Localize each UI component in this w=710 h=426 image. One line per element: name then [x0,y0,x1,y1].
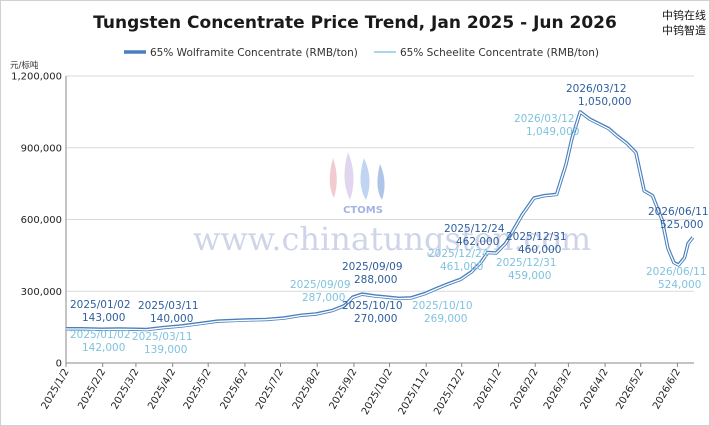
annotation-value-wolframite: 1,050,000 [578,96,631,108]
watermark-badge: CTOMS [343,205,383,216]
legend-item-wolframite[interactable]: 65% Wolframite Concentrate (RMB/ton) [124,47,358,59]
annotation-value-scheelite: 269,000 [424,313,467,325]
brand-line-1: 中钨在线 [662,8,706,22]
gridlines [65,75,694,364]
y-tick-label: 0 [56,359,62,370]
annotations: 2025/01/02143,0002025/03/11140,0002025/0… [70,83,709,356]
y-tick-label: 300,000 [21,287,62,298]
y-tick-label: 900,000 [21,143,62,154]
y-tick-label: 600,000 [21,215,62,226]
chart-title: Tungsten Concentrate Price Trend, Jan 20… [93,13,617,33]
annotation-date-wolframite: 2025/10/10 [342,300,403,312]
legend-label-scheelite: 65% Scheelite Concentrate (RMB/ton) [400,47,599,59]
watermark-text: www.chinatungsten.com [193,220,591,258]
annotation-value-wolframite: 462,000 [456,236,499,248]
annotation-value-scheelite: 459,000 [508,270,551,282]
annotation-date-wolframite: 2025/03/11 [138,300,199,312]
legend-label-wolframite: 65% Wolframite Concentrate (RMB/ton) [150,47,358,59]
annotation-date-wolframite: 2025/09/09 [342,261,403,273]
y-axis-ticks: 0 300,000 600,000 900,000 1,200,000 [11,72,62,370]
brand-line-2: 中钨智造 [662,23,706,37]
annotation-value-wolframite: 140,000 [150,313,193,325]
watermark: CTOMS www.chinatungsten.com [193,152,591,258]
legend-item-scheelite[interactable]: 65% Scheelite Concentrate (RMB/ton) [374,47,599,59]
series-line-scheelite-gap [66,111,694,331]
annotation-date-scheelite: 2025/12/24 [428,248,489,260]
annotation-value-wolframite: 525,000 [660,219,703,231]
annotation-date-scheelite: 2025/01/02 [70,329,131,341]
annotation-date-scheelite: 2025/10/10 [412,300,473,312]
annotation-value-wolframite: 143,000 [82,312,125,324]
annotation-value-scheelite: 461,000 [440,261,483,273]
annotation-date-wolframite: 2026/03/12 [566,83,627,95]
y-tick-label: 1,200,000 [11,72,62,83]
annotation-date-scheelite: 2026/03/12 [514,113,575,125]
annotation-date-wolframite: 2025/12/24 [444,223,505,235]
annotation-date-scheelite: 2026/06/11 [646,266,707,278]
annotation-date-scheelite: 2025/12/31 [496,257,557,269]
annotation-date-scheelite: 2025/09/09 [290,279,351,291]
brand: 中钨在线 中钨智造 [662,8,706,37]
annotation-date-wolframite: 2026/06/11 [648,206,709,218]
annotation-value-wolframite: 288,000 [354,274,397,286]
annotation-date-wolframite: 2025/01/02 [70,299,131,311]
annotation-date-wolframite: 2025/12/31 [506,231,567,243]
annotation-value-scheelite: 287,000 [302,292,345,304]
annotation-value-scheelite: 139,000 [144,344,187,356]
annotation-value-scheelite: 142,000 [82,342,125,354]
annotation-value-scheelite: 524,000 [658,279,701,291]
legend: 65% Wolframite Concentrate (RMB/ton) 65%… [124,47,599,59]
watermark-logo-icon [329,152,385,200]
annotation-date-scheelite: 2025/03/11 [132,331,193,343]
annotation-value-wolframite: 270,000 [354,313,397,325]
y-axis-label: 元/标吨 [10,60,39,71]
annotation-value-scheelite: 1,049,000 [526,126,579,138]
series-lines [66,110,695,332]
annotation-value-wolframite: 460,000 [518,244,561,256]
